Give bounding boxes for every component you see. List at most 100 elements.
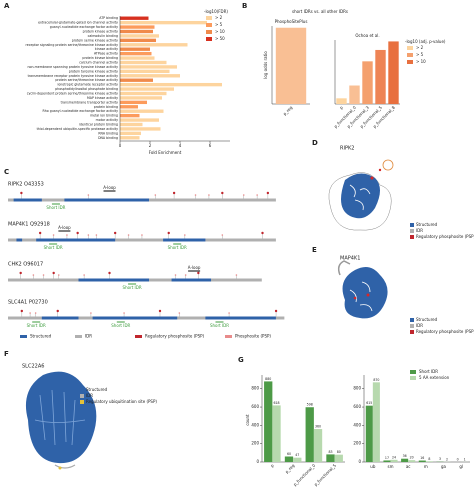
structure-name: RIPK2 (340, 146, 354, 152)
phosphosite (90, 312, 92, 314)
value-label: 360 (315, 425, 321, 429)
x-tick-label: 6 (209, 143, 212, 148)
phosphosite (34, 312, 37, 314)
value-label: 0 (457, 458, 459, 462)
bar (401, 458, 409, 462)
bar (120, 91, 167, 96)
value-label: 880 (265, 377, 271, 381)
regulatory-site (197, 271, 200, 275)
bar (313, 429, 323, 462)
bar (383, 460, 391, 462)
value-label: 8 (428, 457, 430, 461)
regulatory-site (266, 191, 270, 195)
phosphosite (95, 234, 98, 236)
term-label: receptor signaling protein serine/threon… (26, 43, 119, 47)
regulatory-site (20, 309, 24, 313)
value-label: 598 (307, 403, 313, 407)
phosphosite (174, 274, 177, 276)
short-idr-label: Short IDR (44, 245, 63, 250)
value-label: 1 (464, 457, 466, 461)
bar (334, 454, 343, 462)
bar (120, 16, 149, 20)
value-label: 47 (295, 453, 299, 457)
y-tick-label: 600 (251, 404, 259, 409)
x-tick-label: m (424, 464, 428, 469)
bar (120, 100, 147, 105)
phosphosite (235, 274, 238, 276)
structured-segment (205, 316, 276, 320)
term-label: ATP binding (99, 16, 118, 20)
legend-swatch (410, 235, 414, 239)
short-idr-label: Short IDR (210, 323, 229, 328)
legend-swatch (206, 16, 212, 20)
bar (349, 85, 360, 104)
regulatory-site (38, 231, 42, 235)
term-label: kinase activity (95, 47, 118, 51)
value-label: 83 (328, 450, 332, 454)
legend-label: > 5 (416, 52, 424, 57)
legend-swatch (410, 223, 414, 227)
panel-label: A (4, 2, 10, 10)
term-label: phosphatidylinositol phosphate binding (55, 87, 118, 91)
term-label: protein serine kinase activity (72, 38, 118, 42)
phosphosite (127, 234, 130, 236)
legend-label: Structured (30, 334, 52, 339)
legend-swatch (206, 30, 212, 34)
term-label: metal ion binding (90, 114, 118, 118)
bar (120, 109, 164, 113)
x-tick-label: ac (406, 464, 411, 469)
term-label: protein serine/threonine kinase activity (55, 78, 118, 82)
legend-swatch (410, 229, 414, 233)
y-axis-label: log odds ratio (263, 51, 268, 79)
bar (362, 61, 373, 104)
legend-label: Short IDR (419, 369, 438, 374)
protein-name: RIPK2 O43353 (8, 182, 44, 188)
regulatory-site (19, 271, 22, 275)
phosphosite (42, 274, 45, 276)
legend-swatch (225, 335, 232, 338)
x-tick-label: 4 (179, 143, 182, 148)
legend-label: Regulatory phosphosite (PSP) (416, 329, 474, 334)
legend-swatch (80, 388, 84, 392)
structure-name: SLC22A6 (22, 364, 44, 370)
legend-label: IDR (86, 393, 93, 398)
structure-f (25, 371, 97, 470)
regulatory-site (221, 191, 224, 195)
legend-swatch (80, 400, 84, 404)
bar (326, 454, 335, 462)
legend-label: IDR (416, 228, 423, 233)
bar (120, 113, 140, 118)
y-tick-label: 200 (353, 441, 361, 446)
value-label: 36 (403, 454, 407, 458)
legend-swatch (410, 324, 414, 328)
bar (418, 460, 426, 462)
structured-segment (36, 238, 116, 242)
legend-label: Regulatory phosphosite (PSP) (145, 334, 205, 339)
bar (284, 456, 294, 462)
term-label: non-membrane spanning protein tyrosine k… (27, 65, 118, 69)
bar (275, 27, 307, 104)
legend-label: > 10 (215, 29, 225, 34)
legend-label: Structured (416, 317, 438, 322)
phosphosite (228, 312, 230, 314)
x-tick-label: p (269, 463, 275, 469)
y-tick-label: 400 (353, 422, 361, 427)
bar (120, 51, 152, 56)
phosphosite (32, 274, 35, 276)
x-tick-label: sm (388, 464, 394, 469)
regulatory-site (167, 231, 170, 235)
bar (120, 105, 138, 109)
legend-swatch (206, 23, 212, 27)
value-label: 24 (392, 455, 396, 459)
legend-label: > 2 (215, 15, 223, 20)
panel-label: G (238, 356, 244, 364)
bar (293, 457, 302, 462)
phosphosite (66, 234, 68, 236)
legend-swatch (410, 370, 416, 374)
regulatory-site (261, 231, 264, 235)
x-axis-label: Fold Enrichment (149, 150, 182, 155)
phosphosite (242, 194, 245, 196)
bar (408, 460, 416, 462)
a-loop-label: A-loop (103, 185, 116, 190)
